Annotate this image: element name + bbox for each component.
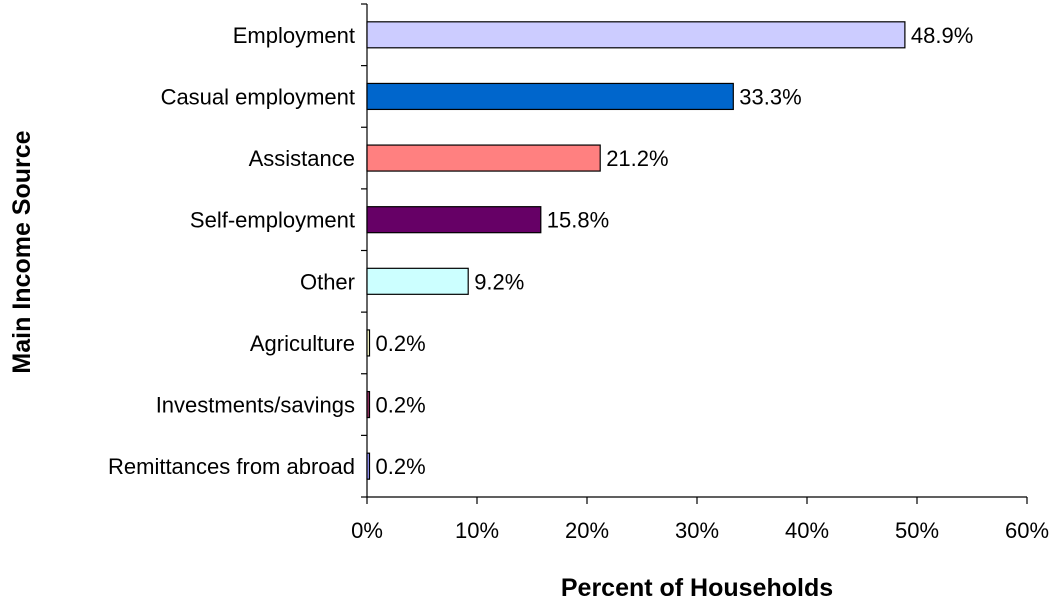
bar [366, 452, 371, 480]
bars [366, 21, 906, 480]
labels: Employment 48.9% Casual employment 33.3% Ass… [108, 23, 973, 479]
category-label: Agriculture [250, 331, 355, 356]
category-label: Casual employment [161, 84, 355, 109]
category-label: Assistance [249, 146, 355, 171]
bar [366, 329, 371, 357]
category-label: Investments/savings [156, 393, 355, 418]
x-axis-title: Percent of Households [561, 574, 833, 602]
data-label: 21.2% [606, 146, 668, 171]
x-tick-label: 40% [785, 518, 829, 543]
x-tick-label: 30% [675, 518, 719, 543]
data-label: 0.2% [376, 331, 426, 356]
category-label: Remittances from abroad [108, 454, 355, 479]
x-tick-label: 50% [895, 518, 939, 543]
data-label: 9.2% [474, 269, 524, 294]
x-tick-label: 10% [455, 518, 499, 543]
bar [366, 144, 601, 172]
bar [366, 390, 371, 419]
category-label: Employment [233, 23, 355, 48]
y-axis [361, 3, 368, 498]
data-label: 33.3% [739, 84, 801, 109]
x-tick-label: 0% [351, 518, 383, 543]
data-label: 48.9% [911, 23, 973, 48]
data-label: 15.8% [547, 208, 609, 233]
bar [366, 21, 906, 49]
bar [366, 267, 469, 295]
data-label: 0.2% [376, 393, 426, 418]
bar [366, 206, 542, 234]
y-axis-title: Main Income Source [8, 130, 36, 373]
x-tick-label: 60% [1005, 518, 1049, 543]
bar [366, 82, 734, 111]
x-tick-label: 20% [565, 518, 609, 543]
data-label: 0.2% [376, 454, 426, 479]
category-label: Self-employment [190, 208, 355, 233]
x-axis: 0% 10% 20% 30% 40% 50% 60% [351, 496, 1049, 543]
category-label: Other [300, 269, 355, 294]
